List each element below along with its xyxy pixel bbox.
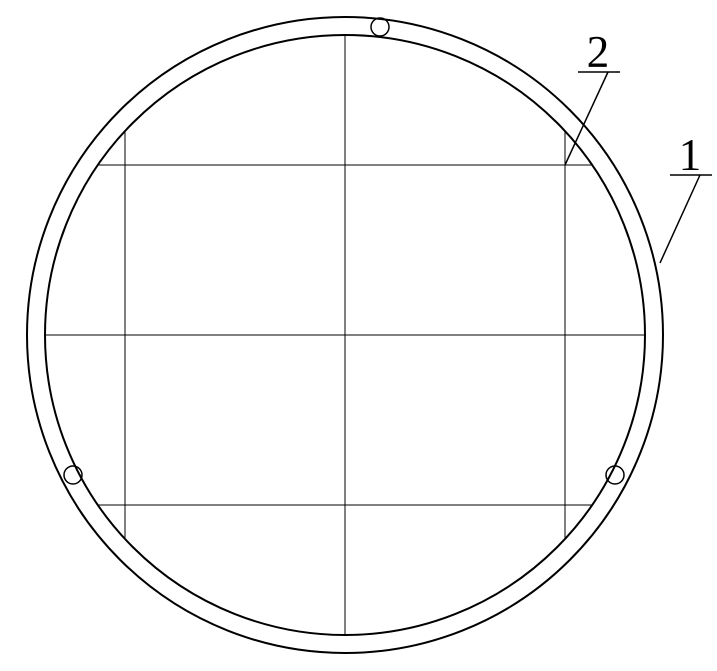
label-2: 2 xyxy=(587,27,610,77)
label-1: 1 xyxy=(679,130,702,180)
